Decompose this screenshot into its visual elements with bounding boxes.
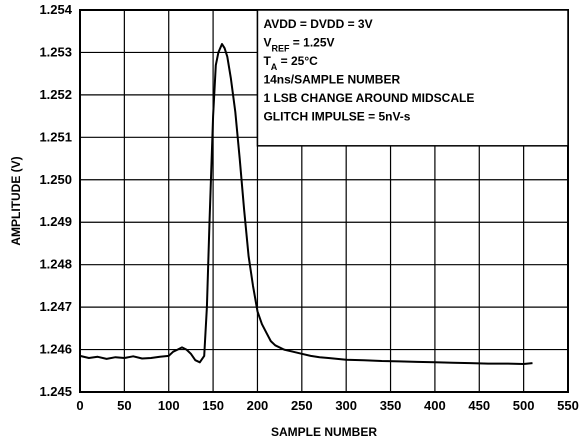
x-tick-label: 50 xyxy=(117,398,131,413)
x-tick-label: 450 xyxy=(468,398,490,413)
x-tick-label: 400 xyxy=(424,398,446,413)
y-tick-label: 1.246 xyxy=(39,342,72,357)
x-tick-label: 500 xyxy=(513,398,535,413)
y-tick-labels: 1.254 1.253 1.252 1.251 1.250 1.249 1.248 1.247… xyxy=(39,2,72,399)
annotation-line: GLITCH IMPULSE = 5nV-s xyxy=(263,110,410,124)
x-axis-label: SAMPLE NUMBER xyxy=(271,425,377,439)
y-axis-label: AMPLITUDE (V) xyxy=(9,156,23,245)
x-tick-labels: 0 50 100 150 200 250 300 350 400 450 500 550 xyxy=(76,398,578,413)
y-tick-label: 1.251 xyxy=(39,129,72,144)
series-line xyxy=(79,43,533,365)
y-tick-label: 1.248 xyxy=(39,257,72,272)
y-tick-label: 1.250 xyxy=(39,172,72,187)
y-tick-label: 1.252 xyxy=(39,87,72,102)
y-tick-label: 1.254 xyxy=(39,2,72,17)
annotation-box xyxy=(256,9,569,147)
annotation-line: AVDD = DVDD = 3V xyxy=(263,17,372,31)
x-tick-label: 150 xyxy=(202,398,224,413)
y-tick-label: 1.249 xyxy=(39,214,72,229)
x-tick-label: 100 xyxy=(158,398,180,413)
x-tick-label: 550 xyxy=(557,398,579,413)
y-tick-label: 1.253 xyxy=(39,44,72,59)
x-tick-label: 250 xyxy=(291,398,313,413)
y-tick-label: 1.247 xyxy=(39,299,72,314)
annotation-line: VREF = 1.25V xyxy=(263,36,334,54)
x-tick-label: 300 xyxy=(335,398,357,413)
x-tick-label: 200 xyxy=(247,398,269,413)
annotation-line: TA = 25°C xyxy=(263,54,318,72)
x-tick-label: 350 xyxy=(380,398,402,413)
annotation-line: 14ns/SAMPLE NUMBER xyxy=(263,73,400,87)
x-tick-label: 0 xyxy=(76,398,83,413)
y-tick-label: 1.245 xyxy=(39,384,72,399)
annotation-line: 1 LSB CHANGE AROUND MIDSCALE xyxy=(263,91,474,105)
